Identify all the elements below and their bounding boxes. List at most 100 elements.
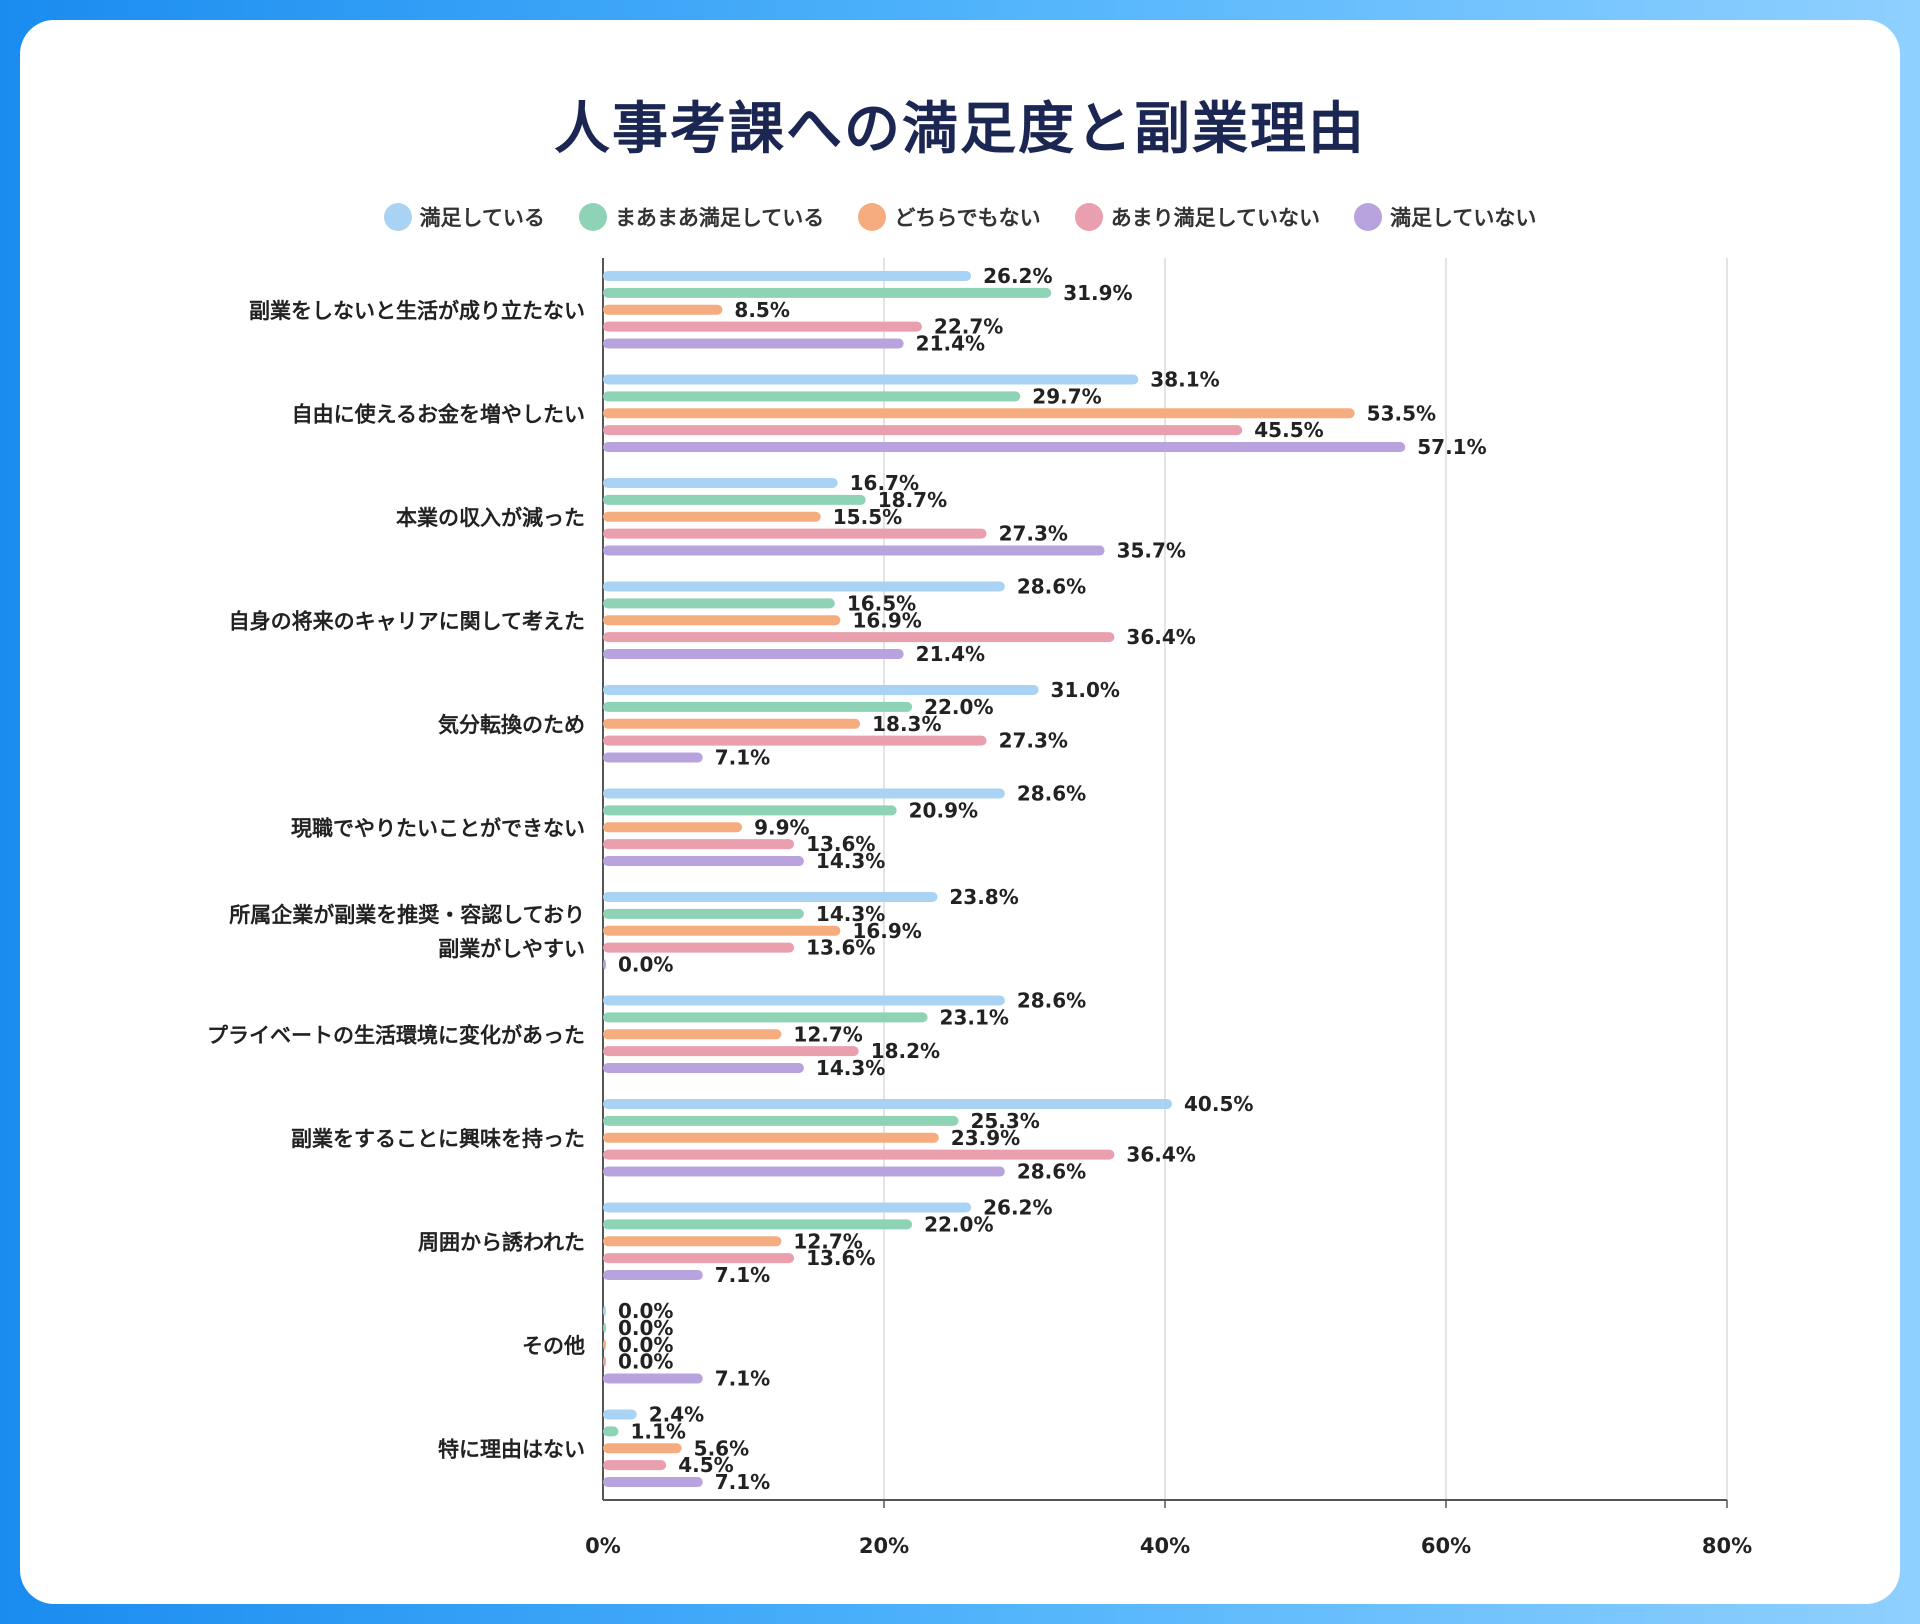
bar: [603, 959, 606, 970]
bar: [603, 1443, 682, 1454]
legend-item-2: まあまあ満足している: [578, 202, 825, 232]
legend-swatch: [1354, 203, 1383, 231]
category-label: 副業をしないと生活が成り立たない: [249, 299, 585, 323]
bar: [603, 1166, 1005, 1177]
bar: [603, 1253, 795, 1264]
bar: [603, 391, 1021, 402]
data-label: 13.6%: [806, 936, 875, 960]
legend-swatch: [578, 203, 607, 231]
data-label: 15.5%: [833, 505, 902, 529]
x-tick-label: 60%: [1421, 1534, 1471, 1558]
bar: [603, 1046, 859, 1057]
bar: [603, 1012, 928, 1023]
data-label: 7.1%: [715, 1263, 770, 1287]
bar: [603, 1270, 703, 1281]
data-label: 57.1%: [1417, 435, 1486, 459]
bar: [603, 1373, 703, 1384]
category-label: 周囲から誘われた: [418, 1230, 585, 1254]
data-label: 29.7%: [1032, 384, 1101, 408]
data-label: 21.4%: [916, 642, 985, 666]
bar: [603, 908, 804, 919]
data-label: 0.0%: [618, 1350, 673, 1374]
data-label: 16.9%: [852, 608, 921, 632]
data-label: 45.5%: [1254, 418, 1323, 442]
x-tick-label: 80%: [1702, 1534, 1752, 1558]
data-label: 31.9%: [1063, 281, 1132, 305]
category-label: 副業をすることに興味を持った: [291, 1127, 585, 1151]
bar: [603, 1426, 619, 1437]
data-label: 18.2%: [871, 1039, 940, 1063]
data-label: 14.3%: [816, 849, 885, 873]
data-label: 21.4%: [916, 332, 985, 356]
bar: [603, 942, 795, 953]
category-label: 所属企業が副業を推奨・容認しており: [229, 903, 585, 927]
bar: [603, 649, 904, 660]
bar: [603, 1063, 804, 1074]
bar: [603, 995, 1005, 1006]
bar: [603, 1029, 782, 1040]
data-label: 2.4%: [649, 1402, 704, 1426]
legend: 満足している まあまあ満足している どちらでもない あまり満足していない 満足していない: [20, 202, 1900, 232]
bar: [603, 925, 841, 936]
legend-swatch: [383, 203, 412, 231]
bar: [603, 718, 861, 729]
data-label: 27.3%: [999, 522, 1068, 546]
category-label: 現職でやりたいことができない: [291, 816, 585, 840]
bar: [603, 822, 743, 833]
data-label: 27.3%: [999, 729, 1068, 753]
legend-swatch: [1074, 203, 1103, 231]
data-label: 16.7%: [850, 471, 919, 495]
legend-item-3: どちらでもない: [858, 202, 1041, 232]
bar: [603, 1202, 972, 1213]
bar: [603, 615, 841, 626]
x-tick-label: 0%: [585, 1534, 621, 1558]
legend-item-4: あまり満足していない: [1074, 202, 1320, 232]
data-label: 5.6%: [694, 1436, 749, 1460]
category-label: 特に理由はない: [438, 1437, 585, 1461]
bar: [603, 494, 866, 505]
bar: [603, 1339, 606, 1350]
data-label: 0.0%: [618, 953, 673, 977]
data-label: 12.7%: [793, 1229, 862, 1253]
bar: [603, 1236, 782, 1247]
bar: [603, 598, 835, 609]
bar: [603, 788, 1005, 799]
data-label: 28.6%: [1017, 781, 1086, 805]
data-label: 7.1%: [715, 746, 770, 770]
data-label: 40.5%: [1184, 1092, 1253, 1116]
x-tick-label: 20%: [859, 1534, 909, 1558]
category-label: 自身の将来のキャリアに関して考えた: [229, 609, 585, 633]
data-label: 36.4%: [1126, 625, 1195, 649]
legend-item-5: 満足していない: [1354, 202, 1536, 232]
data-label: 22.7%: [934, 315, 1003, 339]
category-label: 副業がしやすい: [438, 937, 585, 961]
bar: [603, 1477, 703, 1488]
bar: [603, 1409, 637, 1420]
bar: [603, 1305, 606, 1316]
legend-label: まあまあ満足している: [614, 206, 825, 230]
data-label: 16.9%: [852, 919, 921, 943]
data-label: 28.6%: [1017, 574, 1086, 598]
x-tick-label: 40%: [1140, 1534, 1190, 1558]
data-label: 16.5%: [847, 591, 916, 615]
chart-card: 人事考課への満足度と副業理由 満足している まあまあ満足している どちらでもない あま…: [20, 20, 1900, 1604]
data-label: 13.6%: [806, 832, 875, 856]
bar: [603, 304, 723, 315]
data-label: 26.2%: [983, 264, 1052, 288]
bar: [603, 1149, 1115, 1160]
data-label: 14.3%: [816, 1056, 885, 1080]
category-label: 本業の収入が減った: [396, 506, 585, 530]
bar: [603, 581, 1005, 592]
data-label: 7.1%: [715, 1470, 770, 1494]
bar: [603, 477, 838, 488]
bar: [603, 338, 904, 349]
data-label: 22.0%: [924, 695, 993, 719]
data-label: 18.7%: [878, 488, 947, 512]
data-label: 53.5%: [1367, 401, 1436, 425]
category-label: その他: [522, 1334, 585, 1358]
data-label: 26.2%: [983, 1195, 1052, 1219]
data-label: 23.1%: [940, 1005, 1009, 1029]
legend-label: 満足していない: [1390, 206, 1537, 230]
data-label: 28.6%: [1017, 1160, 1086, 1184]
data-label: 12.7%: [793, 1022, 862, 1046]
